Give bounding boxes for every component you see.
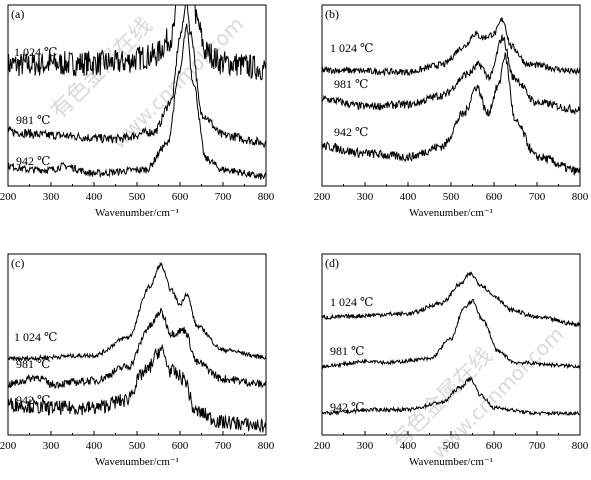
x-tick-label: 300 — [43, 191, 60, 203]
x-tick-label: 300 — [357, 440, 374, 452]
series-line — [321, 17, 581, 77]
x-tick-label: 800 — [258, 191, 275, 203]
series-label: 1 024 ℃ — [14, 330, 57, 344]
x-tick-label: 500 — [443, 440, 460, 452]
x-tick-label: 800 — [258, 440, 275, 452]
x-tick-label: 800 — [572, 440, 589, 452]
series-label: 981 ℃ — [334, 77, 368, 91]
x-tick-label: 200 — [0, 440, 17, 452]
panel-label: (d) — [325, 256, 339, 270]
panel-label: (b) — [325, 7, 339, 21]
series-line — [321, 271, 581, 328]
panel-d: 200 300 400 500 600 700 800 Wavenumber/cm⁻¹ (d) 1… — [314, 253, 589, 468]
series-label: 981 ℃ — [16, 113, 50, 127]
x-tick-label: 700 — [529, 440, 546, 452]
x-tick-label: 400 — [86, 191, 103, 203]
x-tick-label: 600 — [172, 440, 189, 452]
panel-label: (c) — [11, 256, 24, 270]
panel-b: 200 300 400 500 600 700 800 Wavenumber/cm⁻¹ (b) 1… — [314, 4, 589, 219]
series-line — [321, 376, 581, 417]
x-tick-label: 800 — [572, 191, 589, 203]
x-tick-label: 400 — [86, 440, 103, 452]
series-line — [7, 4, 267, 149]
series-label: 1 024 ℃ — [330, 41, 373, 55]
series-label: 942 ℃ — [330, 400, 364, 414]
x-tick-label: 300 — [43, 440, 60, 452]
series-label: 981 ℃ — [16, 357, 50, 371]
series-line — [321, 34, 581, 116]
x-tick-label: 700 — [529, 191, 546, 203]
x-tick-label: 700 — [215, 440, 232, 452]
series-label: 942 ℃ — [16, 393, 50, 407]
panel-a: 200 300 400 500 600 700 800 Wavenumber/cm⁻¹ (a) 1… — [0, 4, 275, 219]
x-tick-label: 700 — [215, 191, 232, 203]
series-line — [7, 23, 267, 180]
series-label: 981 ℃ — [330, 344, 364, 358]
x-tick-label: 500 — [129, 191, 146, 203]
x-tick-label: 200 — [314, 440, 331, 452]
x-tick-label: 600 — [172, 191, 189, 203]
series-label: 942 ℃ — [16, 154, 50, 168]
x-axis-label: Wavenumber/cm⁻¹ — [95, 207, 179, 219]
x-tick-label: 500 — [129, 440, 146, 452]
series-line — [7, 343, 267, 434]
x-tick-label: 200 — [314, 191, 331, 203]
x-axis-label: Wavenumber/cm⁻¹ — [409, 456, 493, 468]
x-axis-label: Wavenumber/cm⁻¹ — [409, 207, 493, 219]
series-line — [7, 4, 267, 81]
panel-c: 200 300 400 500 600 700 800 Wavenumber/cm⁻¹ (c) 1… — [0, 253, 275, 468]
series-line — [321, 52, 581, 176]
x-tick-label: 300 — [357, 191, 374, 203]
series-line — [7, 261, 267, 363]
x-tick-label: 500 — [443, 191, 460, 203]
panel-label: (a) — [11, 7, 24, 21]
x-tick-label: 400 — [400, 440, 417, 452]
x-tick-label: 400 — [400, 191, 417, 203]
series-label: 1 024 ℃ — [14, 45, 57, 59]
x-tick-label: 600 — [486, 440, 503, 452]
x-axis-label: Wavenumber/cm⁻¹ — [95, 456, 179, 468]
x-tick-label: 200 — [0, 191, 17, 203]
x-tick-label: 600 — [486, 191, 503, 203]
series-line — [321, 298, 581, 370]
panels-group: 200 300 400 500 600 700 800 Wavenumber/cm⁻¹ (a) 1… — [0, 4, 589, 468]
series-line — [7, 307, 267, 390]
series-label: 1 024 ℃ — [330, 295, 373, 309]
series-label: 942 ℃ — [334, 125, 368, 139]
